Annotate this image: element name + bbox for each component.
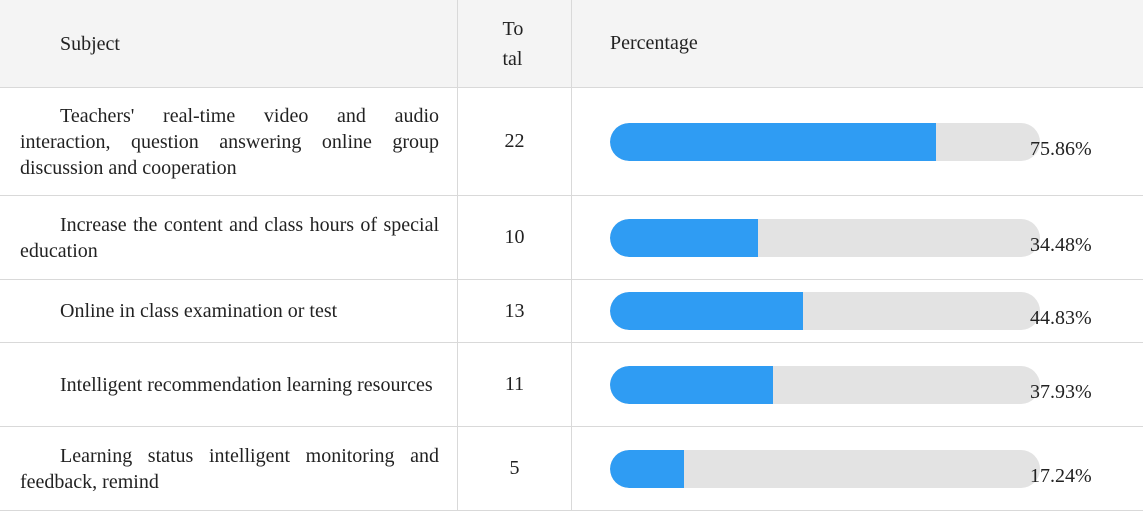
subject-text: Teachers' real-time video and audio inte… — [20, 104, 439, 179]
total-cell: 11 — [458, 343, 572, 427]
subject-cell: Online in class examination or test — [0, 280, 458, 343]
percentage-label: 75.86% — [1030, 137, 1092, 160]
percentage-cell: 75.86% — [572, 88, 1143, 196]
percentage-label: 37.93% — [1030, 380, 1092, 403]
header-cell: Percentage — [572, 0, 1143, 88]
bar — [610, 365, 774, 404]
total-cell: 5 — [458, 427, 572, 511]
bar-track — [610, 218, 1040, 257]
subject-text: Intelligent recommendation learning reso… — [60, 373, 433, 396]
bar — [610, 449, 685, 488]
bar — [610, 218, 759, 257]
bar-track — [610, 122, 1040, 161]
subject-text: Online in class examination or test — [60, 300, 338, 322]
percentage-label: 17.24% — [1030, 464, 1092, 487]
header-total: Total — [502, 17, 524, 70]
percentage-cell: 17.24% — [572, 427, 1143, 511]
percentage-label: 44.83% — [1030, 307, 1092, 329]
total-text: 13 — [504, 299, 525, 322]
total-text: 5 — [509, 457, 520, 479]
bar-track — [610, 365, 1040, 404]
percentage-cell: 44.83% — [572, 280, 1143, 343]
percentage-cell: 37.93% — [572, 343, 1143, 427]
header-cell: Subject — [0, 0, 458, 88]
total-text: 11 — [504, 373, 525, 395]
bar-track — [610, 292, 1040, 330]
header-subject: Subject — [60, 32, 120, 55]
header-percentage: Percentage — [610, 32, 698, 54]
subject-text: Learning status intelligent monitoring a… — [20, 444, 439, 493]
subject-cell: Learning status intelligent monitoring a… — [0, 427, 458, 511]
bar-track — [610, 449, 1040, 488]
total-cell: 10 — [458, 196, 572, 280]
bar — [610, 122, 937, 161]
total-cell: 22 — [458, 88, 572, 196]
bar — [610, 292, 803, 330]
subject-cell: Teachers' real-time video and audio inte… — [0, 88, 458, 196]
total-text: 22 — [504, 130, 525, 152]
subject-text: Increase the content and class hours of … — [20, 213, 439, 262]
subject-cell: Increase the content and class hours of … — [0, 196, 458, 280]
header-cell: Total — [458, 0, 572, 88]
subject-cell: Intelligent recommendation learning reso… — [0, 343, 458, 427]
total-text: 10 — [504, 226, 525, 248]
percentage-label: 34.48% — [1030, 233, 1092, 256]
percentage-cell: 34.48% — [572, 196, 1143, 280]
total-cell: 13 — [458, 280, 572, 343]
